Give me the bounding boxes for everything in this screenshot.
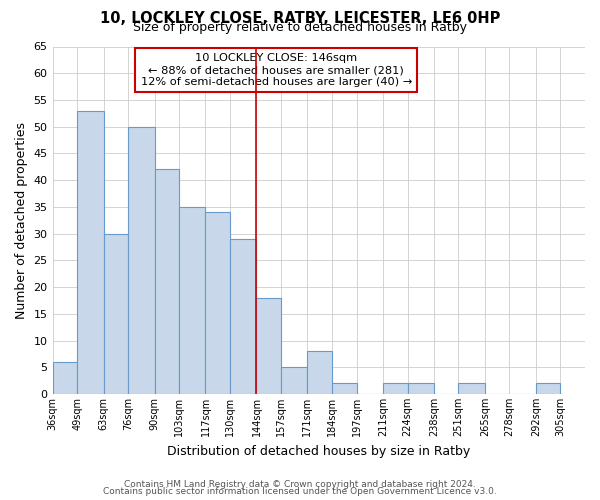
Text: Contains public sector information licensed under the Open Government Licence v3: Contains public sector information licen…	[103, 487, 497, 496]
Bar	[205, 212, 230, 394]
Bar	[128, 126, 155, 394]
Bar	[77, 110, 104, 394]
Text: 10, LOCKLEY CLOSE, RATBY, LEICESTER, LE6 0HP: 10, LOCKLEY CLOSE, RATBY, LEICESTER, LE6…	[100, 11, 500, 26]
Bar	[458, 384, 485, 394]
Y-axis label: Number of detached properties: Number of detached properties	[15, 122, 28, 319]
Text: 10 LOCKLEY CLOSE: 146sqm
← 88% of detached houses are smaller (281)
12% of semi-: 10 LOCKLEY CLOSE: 146sqm ← 88% of detach…	[140, 54, 412, 86]
Bar	[536, 384, 560, 394]
Bar	[281, 368, 307, 394]
Bar	[230, 239, 256, 394]
X-axis label: Distribution of detached houses by size in Ratby: Distribution of detached houses by size …	[167, 444, 470, 458]
Bar	[407, 384, 434, 394]
Bar	[256, 298, 281, 394]
Bar	[307, 351, 332, 394]
Bar	[104, 234, 128, 394]
Text: Size of property relative to detached houses in Ratby: Size of property relative to detached ho…	[133, 22, 467, 35]
Text: Contains HM Land Registry data © Crown copyright and database right 2024.: Contains HM Land Registry data © Crown c…	[124, 480, 476, 489]
Bar	[383, 384, 407, 394]
Bar	[155, 170, 179, 394]
Bar	[332, 384, 356, 394]
Bar	[53, 362, 77, 394]
Bar	[179, 207, 205, 394]
